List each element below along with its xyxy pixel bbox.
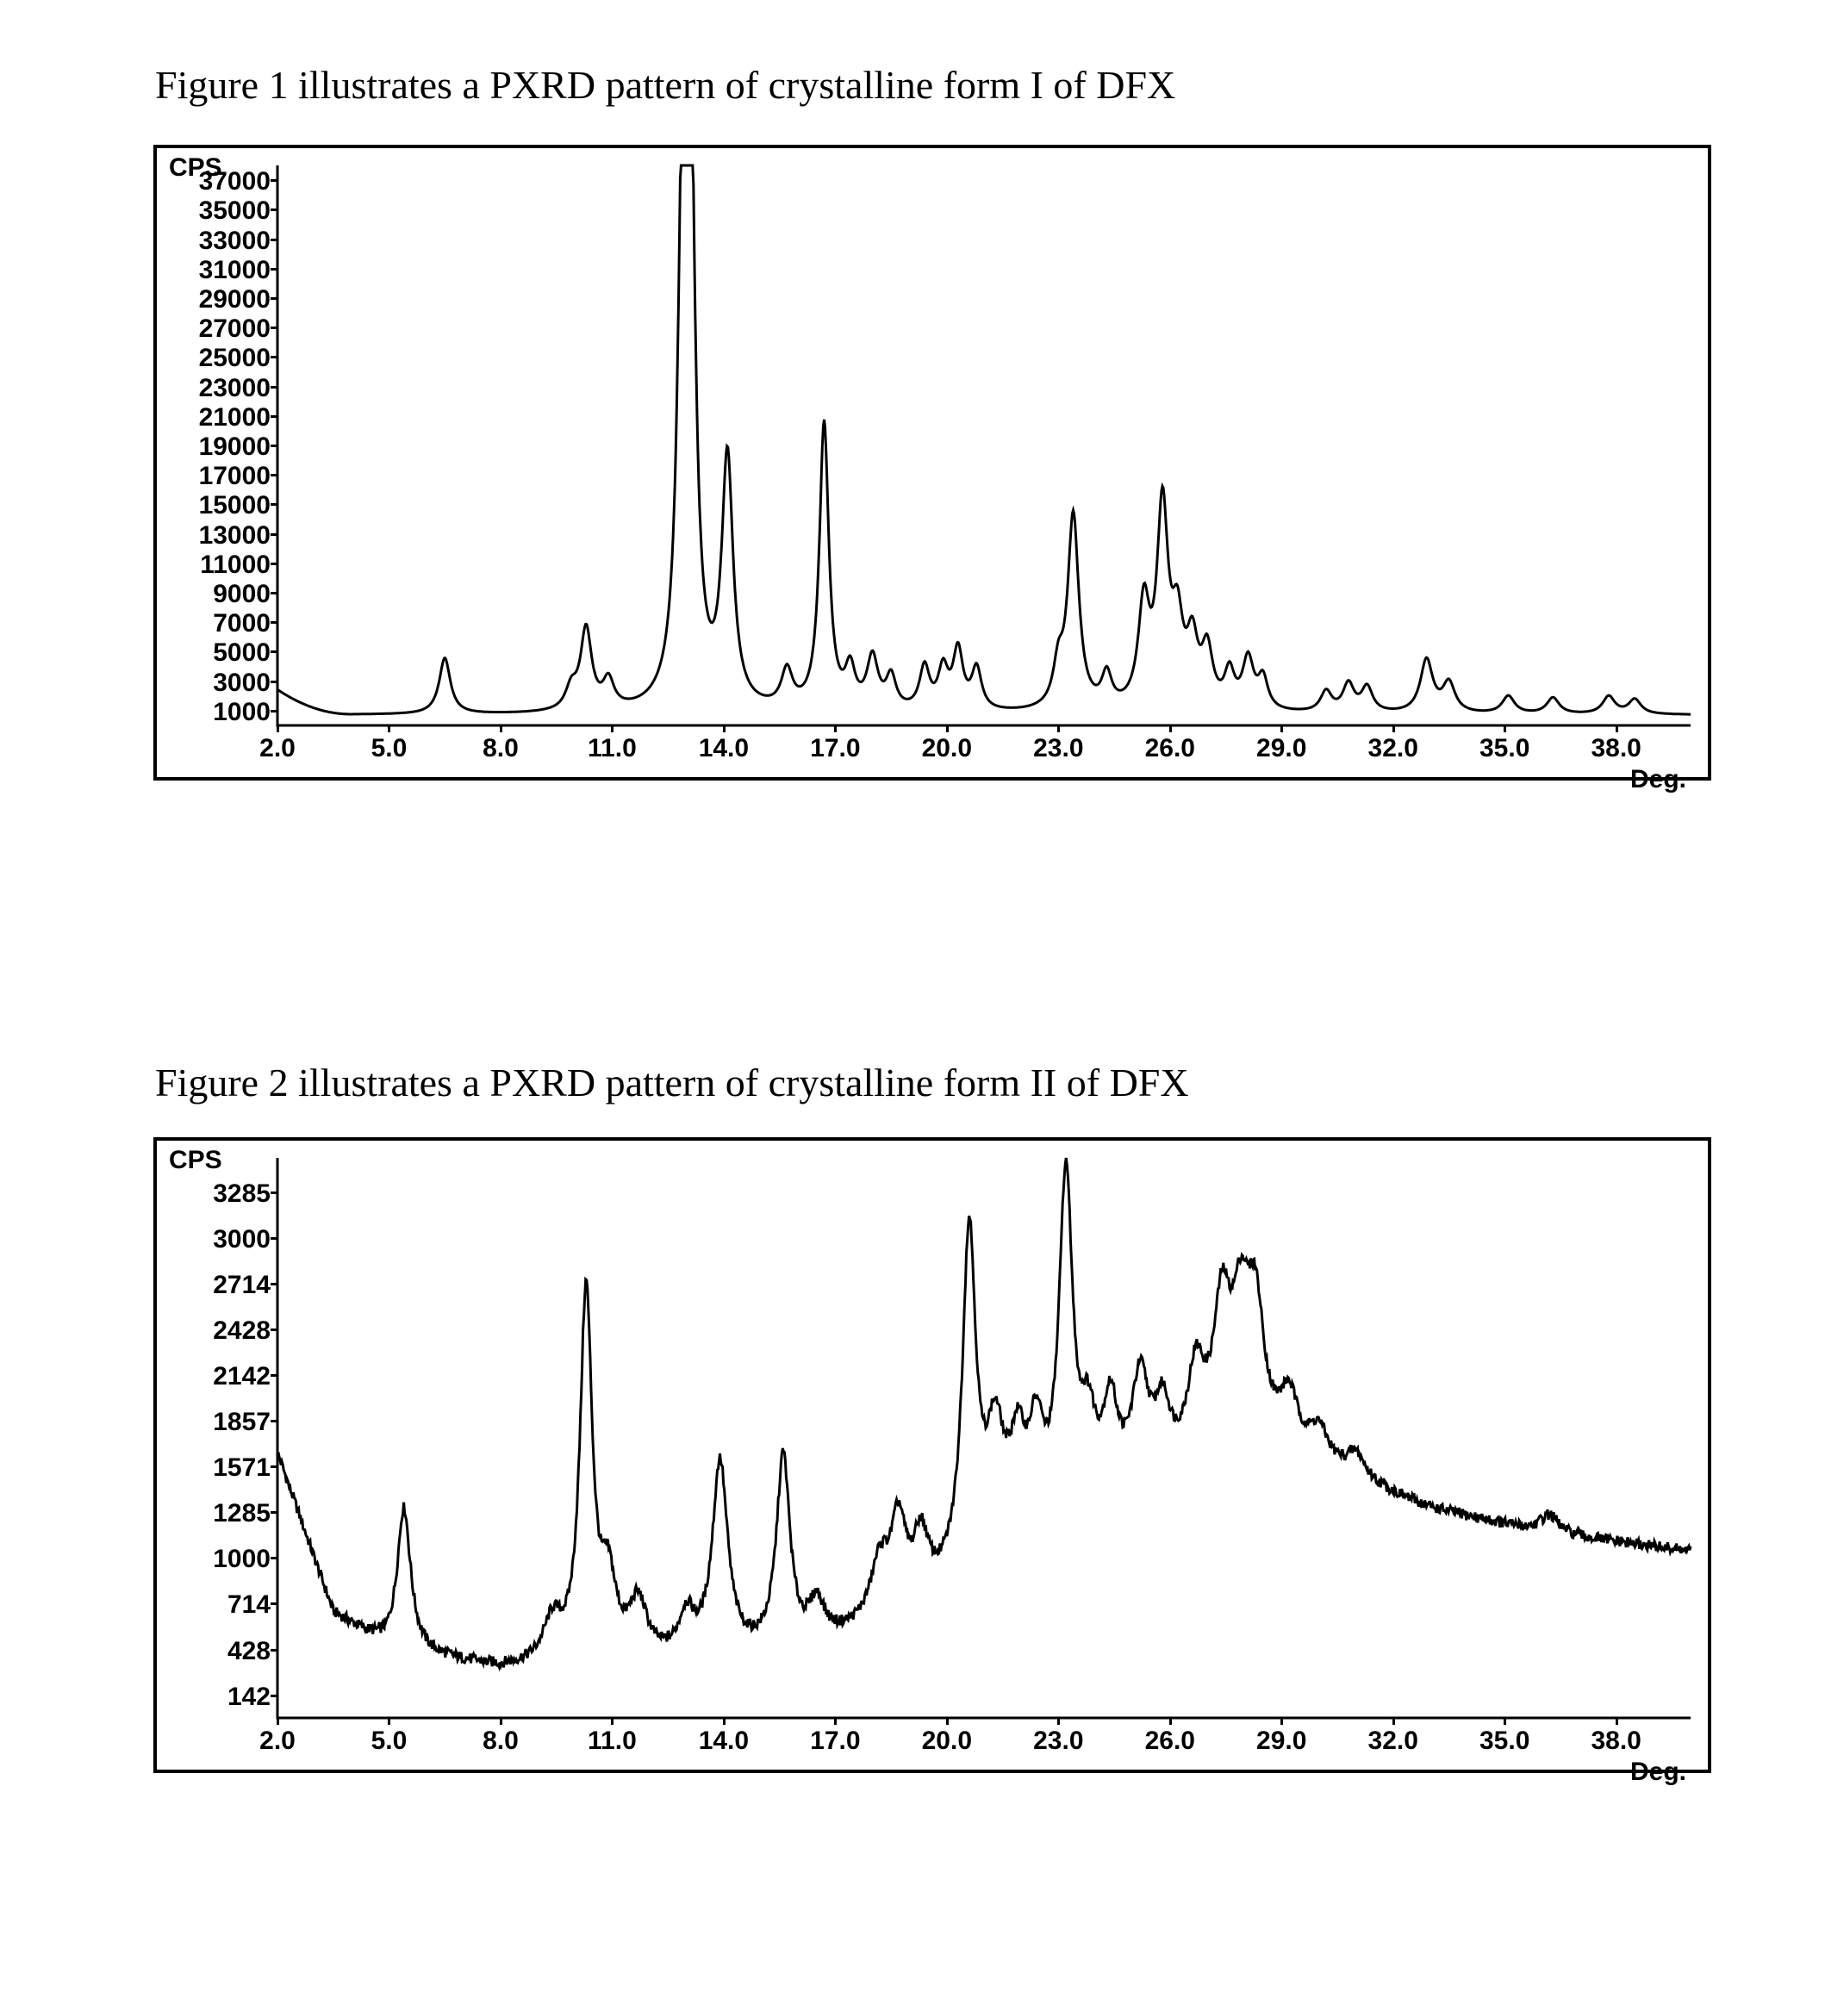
y-tick-label: 428 bbox=[227, 1637, 271, 1666]
x-tick-label: 38.0 bbox=[1582, 734, 1651, 763]
y-tick-label: 1857 bbox=[213, 1408, 271, 1437]
y-tick-label: 2428 bbox=[213, 1316, 271, 1346]
y-tick-label: 714 bbox=[227, 1590, 271, 1620]
x-tick-label: 11.0 bbox=[577, 734, 646, 763]
x-tick-label: 2.0 bbox=[243, 734, 312, 763]
y-tick-label: 25000 bbox=[199, 344, 271, 373]
y-tick-label: 9000 bbox=[213, 580, 271, 609]
x-tick-label: 26.0 bbox=[1136, 734, 1205, 763]
y-tick-label: 1571 bbox=[213, 1453, 271, 1483]
y-tick-label: 3285 bbox=[213, 1179, 271, 1209]
y-tick-label: 27000 bbox=[199, 314, 271, 344]
x-tick-label: 20.0 bbox=[912, 734, 981, 763]
y-tick-label: 11000 bbox=[200, 551, 271, 580]
x-tick-label: 14.0 bbox=[689, 734, 758, 763]
x-tick-label: 29.0 bbox=[1247, 734, 1316, 763]
x-tick-label: 20.0 bbox=[912, 1727, 981, 1756]
x-tick-label: 38.0 bbox=[1582, 1727, 1651, 1756]
x-tick-label: 14.0 bbox=[689, 1727, 758, 1756]
page: Figure 1 illustrates a PXRD pattern of c… bbox=[0, 0, 1825, 2016]
x-tick-label: 17.0 bbox=[800, 1727, 869, 1756]
x-tick-label: 29.0 bbox=[1247, 1727, 1316, 1756]
x-tick-label: 32.0 bbox=[1359, 1727, 1428, 1756]
x-tick-label: 26.0 bbox=[1136, 1727, 1205, 1756]
figure1-x-unit-label: Deg. bbox=[1630, 765, 1686, 794]
y-tick-label: 142 bbox=[227, 1683, 271, 1712]
x-tick-label: 32.0 bbox=[1359, 734, 1428, 763]
y-tick-label: 33000 bbox=[199, 227, 271, 256]
x-tick-label: 11.0 bbox=[577, 1727, 646, 1756]
y-tick-label: 1000 bbox=[213, 698, 271, 727]
y-tick-label: 3000 bbox=[213, 669, 271, 698]
y-tick-label: 17000 bbox=[199, 462, 271, 491]
x-tick-label: 35.0 bbox=[1470, 734, 1539, 763]
spectrum-line bbox=[277, 165, 1691, 714]
x-tick-label: 23.0 bbox=[1024, 1727, 1093, 1756]
figure1-caption: Figure 1 illustrates a PXRD pattern of c… bbox=[155, 62, 1175, 108]
y-tick-label: 19000 bbox=[199, 432, 271, 462]
y-tick-label: 7000 bbox=[213, 609, 271, 638]
figure2-chart-frame: CPS 142428714100012851571185721422428271… bbox=[153, 1137, 1711, 1773]
y-tick-label: 37000 bbox=[199, 167, 271, 196]
x-tick-label: 8.0 bbox=[466, 734, 535, 763]
x-tick-label: 17.0 bbox=[800, 734, 869, 763]
figure2-x-unit-label: Deg. bbox=[1630, 1758, 1686, 1787]
figure2-caption: Figure 2 illustrates a PXRD pattern of c… bbox=[155, 1060, 1189, 1105]
y-tick-label: 1000 bbox=[213, 1545, 271, 1574]
x-tick-label: 2.0 bbox=[243, 1727, 312, 1756]
y-tick-label: 5000 bbox=[213, 638, 271, 668]
x-tick-label: 35.0 bbox=[1470, 1727, 1539, 1756]
y-tick-label: 3000 bbox=[213, 1225, 271, 1254]
y-tick-label: 23000 bbox=[199, 374, 271, 403]
y-tick-label: 2142 bbox=[213, 1362, 271, 1391]
figure1-chart-frame: CPS 100030005000700090001100013000150001… bbox=[153, 145, 1711, 781]
y-tick-label: 15000 bbox=[199, 491, 271, 520]
figure1-plot-svg bbox=[157, 148, 1708, 777]
y-tick-label: 21000 bbox=[199, 403, 271, 432]
y-tick-label: 2714 bbox=[213, 1271, 271, 1300]
y-tick-label: 1285 bbox=[213, 1499, 271, 1528]
x-tick-label: 5.0 bbox=[354, 1727, 423, 1756]
y-tick-label: 35000 bbox=[199, 196, 271, 226]
x-tick-label: 5.0 bbox=[354, 734, 423, 763]
spectrum-line bbox=[277, 1158, 1691, 1667]
y-tick-label: 31000 bbox=[199, 256, 271, 285]
x-tick-label: 23.0 bbox=[1024, 734, 1093, 763]
x-tick-label: 8.0 bbox=[466, 1727, 535, 1756]
y-tick-label: 29000 bbox=[199, 285, 271, 314]
y-tick-label: 13000 bbox=[199, 521, 271, 551]
figure2-plot-svg bbox=[157, 1141, 1708, 1770]
